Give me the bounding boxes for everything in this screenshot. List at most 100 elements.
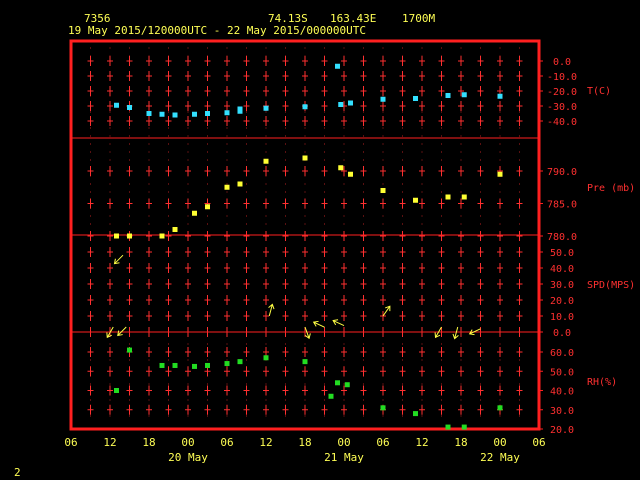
- y-tick-label: 40.0: [550, 387, 574, 398]
- pressure-point: [338, 165, 344, 171]
- y-tick-label: 0.0: [553, 57, 571, 68]
- y-tick-label: 30.0: [550, 406, 574, 417]
- x-tick-label: 00: [337, 436, 350, 449]
- x-tick-label: 06: [64, 436, 77, 449]
- x-tick-label: 12: [259, 436, 272, 449]
- x-tick-label: 06: [532, 436, 545, 449]
- temperature-point: [461, 92, 467, 98]
- x-tick-label: 12: [103, 436, 116, 449]
- wind-arrow: [452, 326, 459, 340]
- humidity-axis-label: RH(%): [587, 377, 617, 388]
- wind-axis-label: SPD(MPS): [587, 280, 635, 291]
- pressure-point: [172, 227, 178, 232]
- temperature-point: [205, 111, 210, 116]
- wind-arrow: [304, 326, 311, 340]
- pressure-point: [413, 197, 418, 203]
- plot-frame: [69, 39, 541, 431]
- humidity-point: [172, 362, 178, 368]
- y-tick-label: 40.0: [550, 264, 574, 275]
- humidity-point: [461, 424, 467, 430]
- temperature-point: [348, 100, 353, 106]
- x-tick-label: 00: [181, 436, 194, 449]
- pressure-point: [461, 194, 467, 200]
- wind-arrow: [268, 303, 275, 317]
- date-label: 22 May: [480, 451, 520, 464]
- temperature-axis-label: T(C): [587, 86, 611, 97]
- temperature-point: [127, 105, 132, 110]
- temperature-point: [338, 102, 344, 107]
- y-tick-label: 780.0: [547, 232, 577, 243]
- x-tick-label: 18: [298, 436, 311, 449]
- pressure-point: [302, 155, 308, 161]
- pressure-point: [224, 184, 230, 190]
- x-tick-label: 00: [493, 436, 506, 449]
- humidity-point: [328, 393, 334, 399]
- date-label: 20 May: [168, 451, 208, 464]
- y-tick-label: 50.0: [550, 248, 574, 259]
- pressure-point: [380, 188, 386, 193]
- pressure-point: [192, 210, 197, 216]
- temperature-point: [114, 102, 119, 108]
- y-tick-label: -40.0: [547, 117, 577, 128]
- temperature-point: [146, 111, 152, 116]
- wind-arrow: [106, 326, 114, 339]
- x-tick-label: 18: [454, 436, 467, 449]
- temperature-point: [335, 63, 340, 69]
- pressure-point: [263, 158, 269, 164]
- wind-arrow: [434, 326, 442, 339]
- humidity-point: [263, 355, 269, 361]
- pressure-point: [114, 233, 119, 239]
- wind-arrow: [382, 305, 391, 317]
- wind-arrow: [113, 254, 124, 265]
- date-label: 21 May: [324, 451, 364, 464]
- y-tick-label: -30.0: [547, 102, 577, 113]
- wind-arrow: [117, 326, 127, 337]
- temperature-point: [237, 108, 243, 114]
- y-tick-label: 10.0: [550, 312, 574, 323]
- temperature-point: [413, 96, 418, 101]
- temperature-point: [224, 110, 230, 116]
- pressure-point: [497, 171, 503, 177]
- pressure-point: [127, 233, 132, 239]
- humidity-point: [159, 362, 165, 368]
- humidity-point: [445, 424, 451, 430]
- humidity-point: [205, 362, 210, 368]
- humidity-point: [224, 361, 230, 367]
- temperature-point: [497, 93, 503, 99]
- humidity-point: [380, 405, 386, 411]
- y-tick-label: 60.0: [550, 348, 574, 359]
- y-tick-label: 0.0: [553, 328, 571, 339]
- temperature-point: [172, 112, 178, 118]
- time-range: 19 May 2015/120000UTC - 22 May 2015/0000…: [68, 24, 367, 37]
- station-id: 7356: [84, 12, 111, 25]
- humidity-point: [344, 382, 350, 388]
- pressure-point: [159, 233, 165, 239]
- station-longitude: 163.43E: [330, 12, 377, 25]
- humidity-point: [497, 405, 503, 411]
- humidity-point: [335, 380, 340, 386]
- humidity-point: [114, 388, 119, 393]
- x-tick-label: 06: [376, 436, 389, 449]
- y-tick-label: -10.0: [547, 72, 577, 83]
- y-tick-label: 20.0: [550, 296, 574, 307]
- temperature-point: [302, 104, 308, 110]
- y-tick-label: 30.0: [550, 280, 574, 291]
- humidity-point: [127, 347, 132, 353]
- temperature-point: [192, 111, 197, 117]
- humidity-point: [237, 359, 243, 365]
- pressure-point: [237, 181, 243, 187]
- x-tick-label: 18: [142, 436, 155, 449]
- page-number: 2: [14, 466, 21, 479]
- x-tick-label: 12: [415, 436, 428, 449]
- humidity-point: [302, 359, 308, 365]
- pressure-point: [445, 194, 451, 200]
- station-elevation: 1700M: [402, 12, 436, 25]
- y-tick-label: 785.0: [547, 200, 577, 211]
- humidity-point: [413, 411, 418, 417]
- x-tick-label: 06: [220, 436, 233, 449]
- wind-arrow: [312, 320, 325, 328]
- y-tick-label: 790.0: [547, 167, 577, 178]
- temperature-point: [159, 111, 165, 117]
- pressure-axis-label: Pre (mb): [587, 183, 635, 194]
